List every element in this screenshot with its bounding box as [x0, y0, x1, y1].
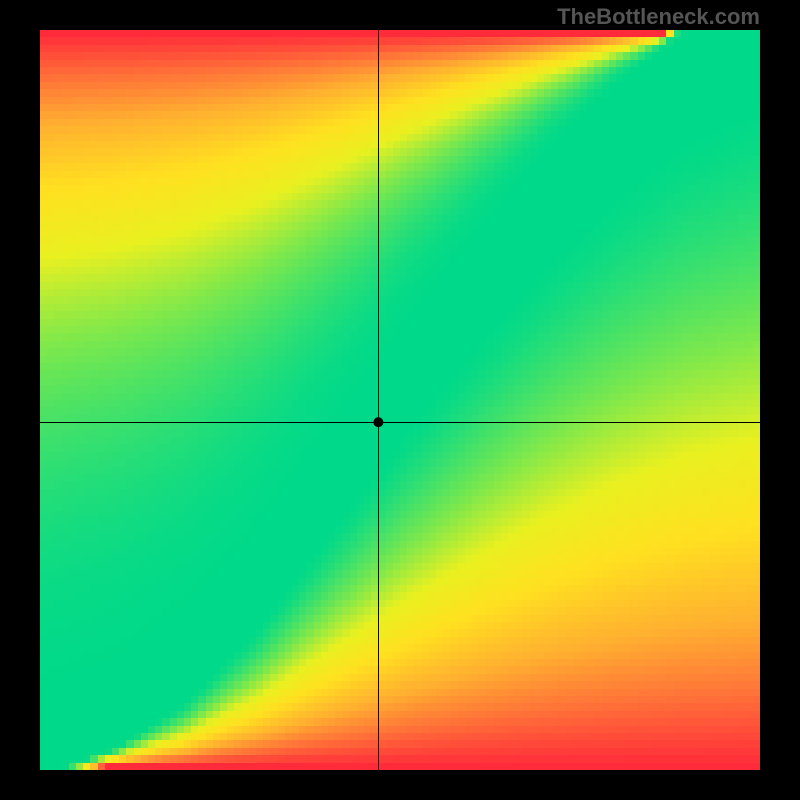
- chart-container: { "watermark": { "text": "TheBottleneck.…: [0, 0, 800, 800]
- bottleneck-heatmap: [0, 0, 800, 800]
- watermark-text: TheBottleneck.com: [557, 4, 760, 30]
